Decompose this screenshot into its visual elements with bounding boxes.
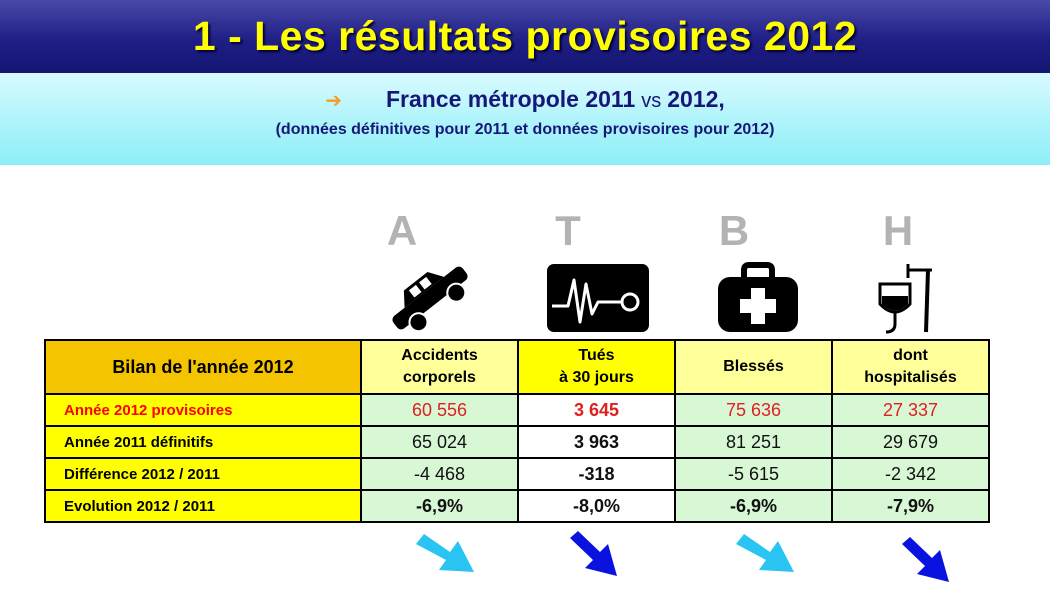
table-cell: -4 468 [360,457,519,491]
table-cell: 75 636 [674,393,833,427]
trend-arrow-shape [570,531,617,576]
table-header-row: Bilan de l'année 2012 Accidents corporel… [44,339,990,395]
column-header-line: Tués [578,347,615,364]
iv-drip-icon [878,264,932,334]
trend-arrow-shape [416,534,474,572]
table-row: Différence 2012 / 2011 -4 468 -318 -5 61… [44,457,990,491]
table-cell: 3 963 [517,425,676,459]
column-header-hospitalises: dont hospitalisés [831,339,990,395]
table-row: Année 2012 provisoires 60 556 3 645 75 6… [44,393,990,427]
subheader-note: (données définitives pour 2011 et donnée… [275,121,775,138]
column-header-line: corporels [403,369,476,386]
subheader-panel: ➔ France métropole 2011 vs 2012, (donnée… [0,73,1050,165]
column-letter-h: H [882,207,914,254]
table-cell: -6,9% [360,489,519,523]
row-label: Année 2012 provisoires [44,393,362,427]
arrow-right-icon: ➔ [325,90,342,112]
column-letter-a: A [386,207,418,254]
table-cell: 60 556 [360,393,519,427]
road-safety-table: Bilan de l'année 2012 Accidents corporel… [44,339,990,523]
column-letter-b: B [718,207,750,254]
table-row: Evolution 2012 / 2011 -6,9% -8,0% -6,9% … [44,489,990,523]
column-header-line: dont [893,347,928,364]
table-cell: 27 337 [831,393,990,427]
trend-arrow-shape [736,534,794,572]
table-cell: -318 [517,457,676,491]
column-header-line: hospitalisés [864,369,957,386]
column-letter-t: T [555,207,581,254]
table-corner-label: Bilan de l'année 2012 [44,339,362,395]
column-header-line: Accidents [401,347,478,364]
table-cell: 81 251 [674,425,833,459]
table-cell: 3 645 [517,393,676,427]
row-label: Année 2011 définitifs [44,425,362,459]
table-cell: -6,9% [674,489,833,523]
subheader-period: France métropole 2011 [385,86,636,112]
row-label: Evolution 2012 / 2011 [44,489,362,523]
arrow-down-right-icon [902,537,949,582]
arrow-down-right-icon [570,531,617,576]
table-row: Année 2011 définitifs 65 024 3 963 81 25… [44,425,990,459]
slide-title: 1 - Les résultats provisoires 2012 [192,13,858,59]
table-cell: 29 679 [831,425,990,459]
column-header-accidents: Accidents corporels [360,339,519,395]
subheader-line1: ➔ France métropole 2011 vs 2012, [0,86,1050,113]
subheader-year: 2012, [667,86,725,112]
table-cell: -8,0% [517,489,676,523]
title-bar: 1 - Les résultats provisoires 2012 [0,0,1050,73]
subheader-vs: vs [641,90,662,112]
arrow-down-right-icon [416,534,474,572]
trend-arrow-shape [902,537,949,582]
row-label: Différence 2012 / 2011 [44,457,362,491]
heart-monitor-icon [547,264,649,332]
table-cell: -2 342 [831,457,990,491]
column-header-line: à 30 jours [559,369,634,386]
column-header-line: Blessés [723,358,784,375]
first-aid-kit-icon [718,262,798,332]
arrow-down-right-icon [736,534,794,572]
table-cell: -7,9% [831,489,990,523]
car-crash-icon [392,266,468,333]
column-header-tues: Tués à 30 jours [517,339,676,395]
table-cell: 65 024 [360,425,519,459]
table-cell: -5 615 [674,457,833,491]
column-header-blesses: Blessés [674,339,833,395]
